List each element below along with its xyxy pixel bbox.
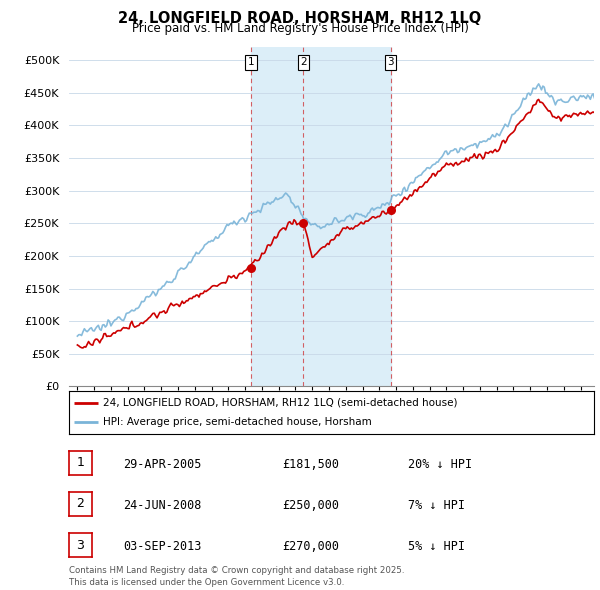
Bar: [251, 47, 304, 386]
Text: 03-SEP-2013: 03-SEP-2013: [123, 540, 202, 553]
Text: 2: 2: [300, 57, 307, 67]
Point: [299, 219, 308, 228]
Text: £270,000: £270,000: [282, 540, 339, 553]
Text: £250,000: £250,000: [282, 499, 339, 512]
Point: [386, 205, 395, 215]
Text: 3: 3: [387, 57, 394, 67]
Text: 20% ↓ HPI: 20% ↓ HPI: [408, 458, 472, 471]
Point: [246, 263, 256, 273]
Text: 24, LONGFIELD ROAD, HORSHAM, RH12 1LQ: 24, LONGFIELD ROAD, HORSHAM, RH12 1LQ: [118, 11, 482, 25]
Text: 24, LONGFIELD ROAD, HORSHAM, RH12 1LQ (semi-detached house): 24, LONGFIELD ROAD, HORSHAM, RH12 1LQ (s…: [103, 398, 458, 408]
Text: 29-APR-2005: 29-APR-2005: [123, 458, 202, 471]
Text: 2: 2: [76, 497, 85, 510]
Text: Contains HM Land Registry data © Crown copyright and database right 2025.
This d: Contains HM Land Registry data © Crown c…: [69, 566, 404, 587]
Text: 1: 1: [76, 456, 85, 469]
Text: 5% ↓ HPI: 5% ↓ HPI: [408, 540, 465, 553]
Text: 7% ↓ HPI: 7% ↓ HPI: [408, 499, 465, 512]
Text: £181,500: £181,500: [282, 458, 339, 471]
Bar: [304, 47, 391, 386]
Text: HPI: Average price, semi-detached house, Horsham: HPI: Average price, semi-detached house,…: [103, 417, 372, 427]
Text: 3: 3: [76, 539, 85, 552]
Text: 1: 1: [247, 57, 254, 67]
Text: 24-JUN-2008: 24-JUN-2008: [123, 499, 202, 512]
Text: Price paid vs. HM Land Registry's House Price Index (HPI): Price paid vs. HM Land Registry's House …: [131, 22, 469, 35]
